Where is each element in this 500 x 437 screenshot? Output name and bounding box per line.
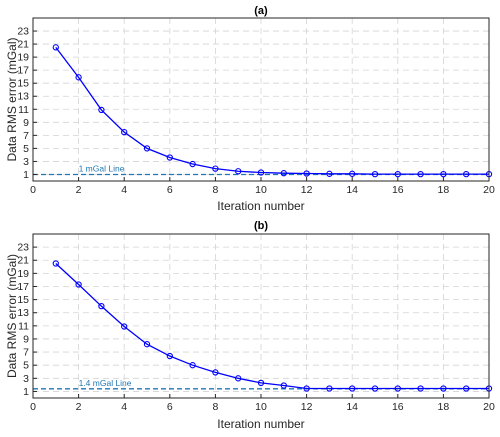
y-tick-label: 21 (17, 255, 29, 267)
data-point (189, 160, 196, 168)
y-axis-label: Data RMS error (mGal) (5, 254, 19, 378)
y-tick-label: 9 (23, 117, 29, 129)
x-tick-label: 18 (438, 401, 450, 413)
data-point (98, 106, 105, 114)
y-tick-label: 9 (23, 333, 29, 345)
series-line (55, 46, 489, 175)
y-tick-label: 11 (18, 320, 29, 332)
y-tick-label: 23 (17, 26, 29, 38)
y-tick-label: 3 (23, 373, 29, 385)
y-tick-label: 5 (23, 143, 29, 155)
data-point (143, 341, 151, 348)
data-point (349, 170, 356, 177)
data-point (143, 145, 151, 152)
data-point (52, 44, 59, 51)
y-tick-label: 13 (17, 91, 29, 103)
data-point (189, 362, 196, 369)
data-point (121, 323, 128, 330)
x-tick-label: 6 (167, 184, 173, 196)
y-tick-label: 7 (23, 130, 29, 142)
y-tick-label: 3 (23, 156, 29, 168)
data-point (394, 171, 401, 178)
y-tick-label: 21 (17, 39, 29, 51)
data-point (303, 385, 310, 392)
y-tick-label: 17 (17, 281, 29, 293)
data-point (417, 171, 424, 178)
x-tick-label: 12 (301, 184, 313, 196)
data-point (166, 154, 173, 161)
reference-line-label: 1.4 mGal Line (79, 378, 132, 388)
x-tick-label: 10 (255, 184, 267, 196)
x-tick-label: 2 (76, 401, 82, 413)
x-tick-label: 16 (392, 401, 404, 413)
x-tick-label: 6 (167, 401, 173, 413)
data-point (166, 352, 173, 360)
y-tick-label: 15 (17, 294, 29, 306)
y-axis-label: Data RMS error (mGal) (5, 37, 19, 161)
x-tick-label: 8 (212, 401, 218, 413)
data-point (52, 260, 59, 267)
series-line (55, 263, 489, 390)
x-tick-label: 20 (483, 184, 495, 196)
chart-title: (b) (254, 220, 268, 232)
y-tick-label: 1 (23, 169, 29, 181)
y-tick-label: 19 (17, 268, 29, 280)
data-point (280, 382, 287, 389)
data-point (121, 128, 128, 136)
data-point (349, 385, 356, 392)
x-tick-label: 20 (483, 401, 495, 413)
data-point (371, 385, 379, 392)
data-point (280, 170, 287, 177)
y-tick-label: 13 (17, 307, 29, 319)
data-point (75, 74, 82, 81)
data-point (212, 165, 219, 172)
data-point (440, 385, 447, 392)
data-point (326, 385, 333, 392)
x-tick-label: 0 (30, 184, 36, 196)
data-point (212, 369, 219, 376)
x-tick-label: 0 (30, 401, 36, 413)
data-point (463, 171, 470, 178)
x-tick-label: 4 (121, 401, 127, 413)
data-point (326, 170, 333, 177)
data-point (440, 171, 447, 178)
data-point (98, 303, 105, 310)
y-tick-label: 23 (17, 242, 29, 254)
data-point (235, 168, 242, 175)
y-tick-label: 5 (23, 360, 29, 372)
x-tick-label: 4 (121, 184, 127, 196)
x-tick-label: 2 (76, 184, 82, 196)
x-tick-label: 8 (212, 184, 218, 196)
data-point (417, 385, 424, 392)
x-tick-label: 14 (346, 184, 358, 196)
data-point (371, 171, 379, 178)
data-point (257, 379, 265, 387)
y-tick-label: 7 (23, 347, 29, 359)
data-point (257, 169, 265, 176)
x-axis-label: Iteration number (217, 417, 304, 431)
data-point (463, 385, 470, 392)
data-point (394, 385, 401, 392)
x-tick-label: 10 (255, 401, 267, 413)
y-tick-label: 1 (23, 386, 29, 398)
chart-title: (a) (254, 5, 268, 17)
y-tick-label: 19 (17, 52, 29, 64)
data-point (75, 281, 82, 288)
x-tick-label: 16 (392, 184, 404, 196)
x-axis-label: Iteration number (217, 199, 304, 213)
data-point (303, 170, 310, 177)
y-tick-label: 17 (17, 65, 29, 77)
x-tick-label: 12 (301, 401, 313, 413)
reference-line-label: 1 mGal Line (79, 163, 125, 173)
y-tick-label: 15 (17, 78, 29, 90)
x-tick-label: 14 (346, 401, 358, 413)
x-tick-label: 18 (438, 184, 450, 196)
data-point (235, 375, 242, 382)
y-tick-label: 11 (18, 104, 29, 116)
